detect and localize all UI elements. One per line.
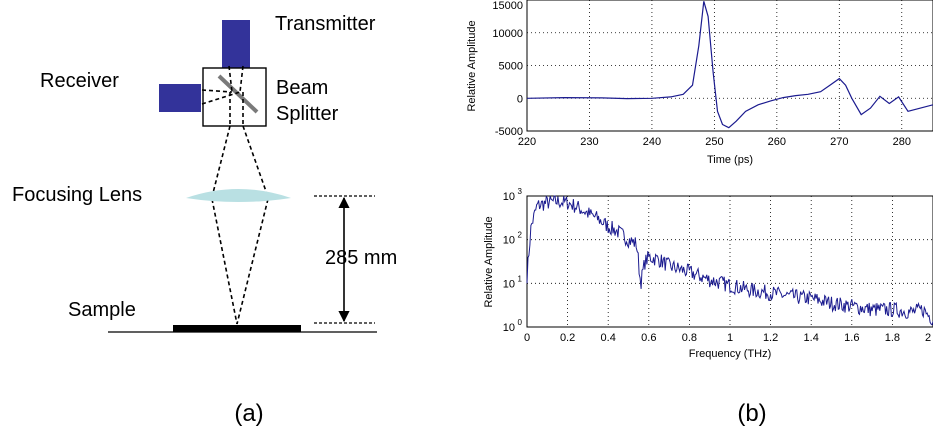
time-ytick-label: 0 <box>517 93 523 105</box>
distance-label: 285 mm <box>325 247 397 269</box>
beam-splitter-label-line1: Beam <box>276 77 328 99</box>
panel-a-label: (a) <box>234 400 263 427</box>
focusing-lens <box>186 189 291 202</box>
time-xtick-label: 220 <box>518 136 536 148</box>
freq-xtick-label: 0 <box>524 332 530 344</box>
time-plot-ticks: 220 230 240 250 260 270 280 -5000 0 5000 10000 1500… <box>492 0 911 148</box>
time-xtick-label: 230 <box>580 136 598 148</box>
time-plot-xlabel: Time (ps) <box>707 154 753 166</box>
focusing-lens-label: Focusing Lens <box>12 184 142 206</box>
time-xtick-label: 280 <box>893 136 911 148</box>
freq-ytick-exponent: 1 <box>518 274 523 283</box>
time-ytick-label: 15000 <box>492 0 523 12</box>
freq-xtick-label: 0.4 <box>601 332 616 344</box>
beam-splitter-plate <box>217 74 259 114</box>
sample-label: Sample <box>68 299 136 321</box>
freq-xtick-label: 0.8 <box>682 332 697 344</box>
time-xtick-label: 260 <box>768 136 786 148</box>
freq-plot-xlabel: Frequency (THz) <box>689 348 772 360</box>
freq-plot-frame <box>526 195 933 328</box>
freq-xtick-label: 1.2 <box>763 332 778 344</box>
time-xtick-label: 240 <box>643 136 661 148</box>
receiver-block <box>159 84 201 112</box>
time-ytick-label: -5000 <box>495 126 523 138</box>
transmitter-block <box>222 20 250 68</box>
freq-ytick-exponent: 2 <box>518 231 523 240</box>
beam-splitter-box <box>202 67 267 127</box>
panel-b-label: (b) <box>737 400 766 427</box>
freq-ytick-label: 10 <box>503 278 515 290</box>
time-xtick-label: 270 <box>830 136 848 148</box>
freq-xtick-label: 1.6 <box>844 332 859 344</box>
beam-splitter-label-line2: Splitter <box>276 103 339 125</box>
panel-b: 220 230 240 250 260 270 280-500005000100001500… <box>466 0 933 427</box>
beam-paths <box>201 65 269 325</box>
time-ytick-label: 5000 <box>499 61 523 73</box>
time-plot-frame <box>526 0 933 132</box>
freq-ytick-exponent: 0 <box>518 318 523 327</box>
sample-block <box>173 325 301 332</box>
time-xtick-label: 250 <box>705 136 723 148</box>
freq-ytick-label: 10 <box>503 235 515 247</box>
freq-ytick-label: 10 <box>503 322 515 334</box>
frequency-series-line <box>526 195 933 326</box>
freq-xtick-label: 1.8 <box>885 332 900 344</box>
time-series-line <box>526 1 933 129</box>
freq-ytick-label: 10 <box>503 191 515 203</box>
freq-xtick-label: 1.4 <box>804 332 819 344</box>
freq-plot-ylabel: Relative Amplitude <box>483 216 495 307</box>
time-domain-plot: 220 230 240 250 260 270 280 -5000 0 5000 10000 1500… <box>466 0 933 166</box>
freq-xtick-label: 2 <box>925 332 931 344</box>
freq-xtick-label: 0.6 <box>641 332 656 344</box>
freq-ytick-exponent: 3 <box>518 187 523 196</box>
freq-xtick-label: 0.2 <box>560 332 575 344</box>
receiver-label: Receiver <box>40 70 119 92</box>
transmitter-label: Transmitter <box>275 13 376 35</box>
setup-diagram: Transmitter Receiver Beam Splitter Focus… <box>12 13 397 427</box>
time-ytick-label: 10000 <box>492 28 523 40</box>
freq-xtick-label: 1 <box>727 332 733 344</box>
time-plot-ylabel: Relative Amplitude <box>466 20 478 111</box>
